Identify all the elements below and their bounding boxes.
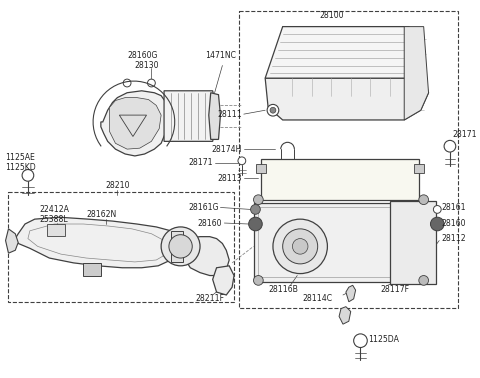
Circle shape [433, 206, 441, 213]
Circle shape [249, 217, 262, 231]
Bar [258, 208, 424, 277]
Text: 28160: 28160 [441, 218, 466, 228]
Text: 1471NC: 1471NC [205, 51, 236, 60]
Bar [261, 159, 419, 200]
Text: 28130: 28130 [135, 61, 159, 70]
Text: 28161: 28161 [441, 203, 466, 212]
Text: 28171: 28171 [188, 158, 213, 167]
Text: 28100: 28100 [319, 11, 344, 20]
Circle shape [22, 170, 34, 181]
Polygon shape [404, 26, 429, 120]
Circle shape [270, 107, 276, 113]
Polygon shape [109, 98, 161, 149]
Polygon shape [15, 217, 180, 268]
Circle shape [354, 334, 367, 347]
Text: 28113: 28113 [217, 174, 242, 183]
Polygon shape [164, 91, 217, 141]
Text: 28211F: 28211F [195, 294, 224, 304]
Polygon shape [265, 78, 429, 120]
Circle shape [419, 195, 429, 204]
Polygon shape [265, 26, 424, 78]
Circle shape [431, 217, 444, 231]
Circle shape [253, 276, 263, 285]
Text: 28160G: 28160G [127, 51, 157, 60]
Text: 1125AE: 1125AE [6, 153, 36, 163]
Polygon shape [209, 93, 220, 139]
Polygon shape [339, 307, 351, 324]
Bar [256, 164, 266, 174]
Bar [171, 231, 182, 262]
Bar [253, 203, 429, 282]
Circle shape [123, 79, 131, 87]
Circle shape [238, 157, 246, 165]
Polygon shape [346, 285, 356, 302]
Circle shape [283, 229, 318, 264]
Text: 28161G: 28161G [188, 203, 218, 212]
Text: 28112: 28112 [441, 234, 466, 243]
Circle shape [161, 227, 200, 266]
Bar [239, 11, 458, 308]
Text: 25388L: 25388L [39, 215, 68, 224]
Circle shape [419, 276, 429, 285]
Circle shape [251, 204, 260, 214]
Text: 28111: 28111 [217, 110, 242, 119]
Circle shape [267, 104, 279, 116]
Text: 1125KD: 1125KD [6, 163, 36, 172]
Circle shape [169, 235, 192, 258]
Text: 28114C: 28114C [302, 294, 332, 304]
Text: 1125DA: 1125DA [368, 335, 399, 344]
Circle shape [273, 219, 327, 274]
Text: 28162N: 28162N [86, 210, 117, 219]
Bar [414, 164, 424, 174]
Bar [48, 224, 65, 235]
Text: 22412A: 22412A [39, 205, 70, 214]
Text: 28171: 28171 [453, 130, 478, 139]
Text: 28116B: 28116B [268, 285, 298, 294]
Circle shape [292, 239, 308, 254]
Text: 28117F: 28117F [380, 285, 409, 294]
Text: 28174H: 28174H [212, 145, 242, 153]
Polygon shape [183, 237, 229, 276]
Text: 28210: 28210 [105, 181, 130, 190]
Circle shape [253, 195, 263, 204]
Polygon shape [101, 91, 168, 156]
Bar [84, 263, 101, 276]
Text: 28160: 28160 [198, 218, 222, 228]
Circle shape [147, 79, 156, 87]
Polygon shape [6, 229, 18, 253]
Bar [390, 201, 436, 284]
Circle shape [444, 140, 456, 152]
Polygon shape [213, 266, 234, 295]
Bar [9, 192, 234, 302]
